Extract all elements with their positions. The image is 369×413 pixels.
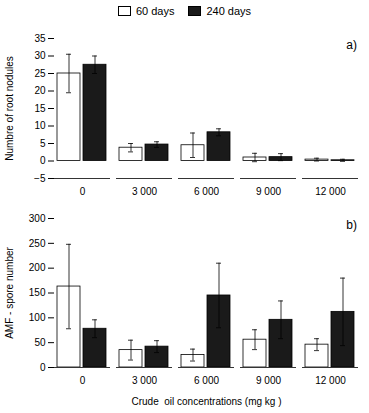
html-text:240 days: 240 days (206, 5, 252, 17)
svg-text:6 000: 6 000 (194, 186, 219, 197)
svg-text:a): a) (346, 38, 357, 52)
svg-text:3 000: 3 000 (132, 375, 157, 386)
svg-text:5: 5 (40, 138, 46, 149)
svg-text:9 000: 9 000 (256, 375, 281, 386)
svg-text:250: 250 (29, 238, 46, 249)
html-text:60 days: 60 days (135, 5, 175, 17)
svg-text:Crude oil concentrations (mg: Crude oil concentrations (mg kg ) (131, 396, 281, 407)
svg-text:9 000: 9 000 (256, 186, 281, 197)
svg-text:300: 300 (29, 213, 46, 224)
svg-text:25: 25 (34, 68, 46, 79)
svg-text:0: 0 (40, 362, 46, 373)
svg-text:12 000: 12 000 (315, 375, 346, 386)
svg-text:6 000: 6 000 (194, 375, 219, 386)
svg-text:Numbre of root nodules: Numbre of root nodules (4, 56, 15, 161)
svg-text:10: 10 (34, 120, 46, 131)
svg-text:200: 200 (29, 262, 46, 273)
svg-text:3 000: 3 000 (132, 186, 157, 197)
svg-text:30: 30 (34, 50, 46, 61)
svg-text:AMF - spore number: AMF - spore number (4, 246, 15, 338)
svg-text:12 000: 12 000 (315, 186, 346, 197)
svg-text:35: 35 (34, 33, 46, 44)
svg-text:15: 15 (34, 103, 46, 114)
svg-text:0: 0 (80, 186, 86, 197)
svg-text:−5: −5 (34, 173, 46, 184)
svg-text:b): b) (346, 218, 357, 232)
svg-text:50: 50 (34, 337, 46, 348)
svg-text:100: 100 (29, 312, 46, 323)
svg-text:20: 20 (34, 85, 46, 96)
svg-text:0: 0 (40, 155, 46, 166)
svg-text:150: 150 (29, 287, 46, 298)
svg-text:0: 0 (80, 375, 86, 386)
